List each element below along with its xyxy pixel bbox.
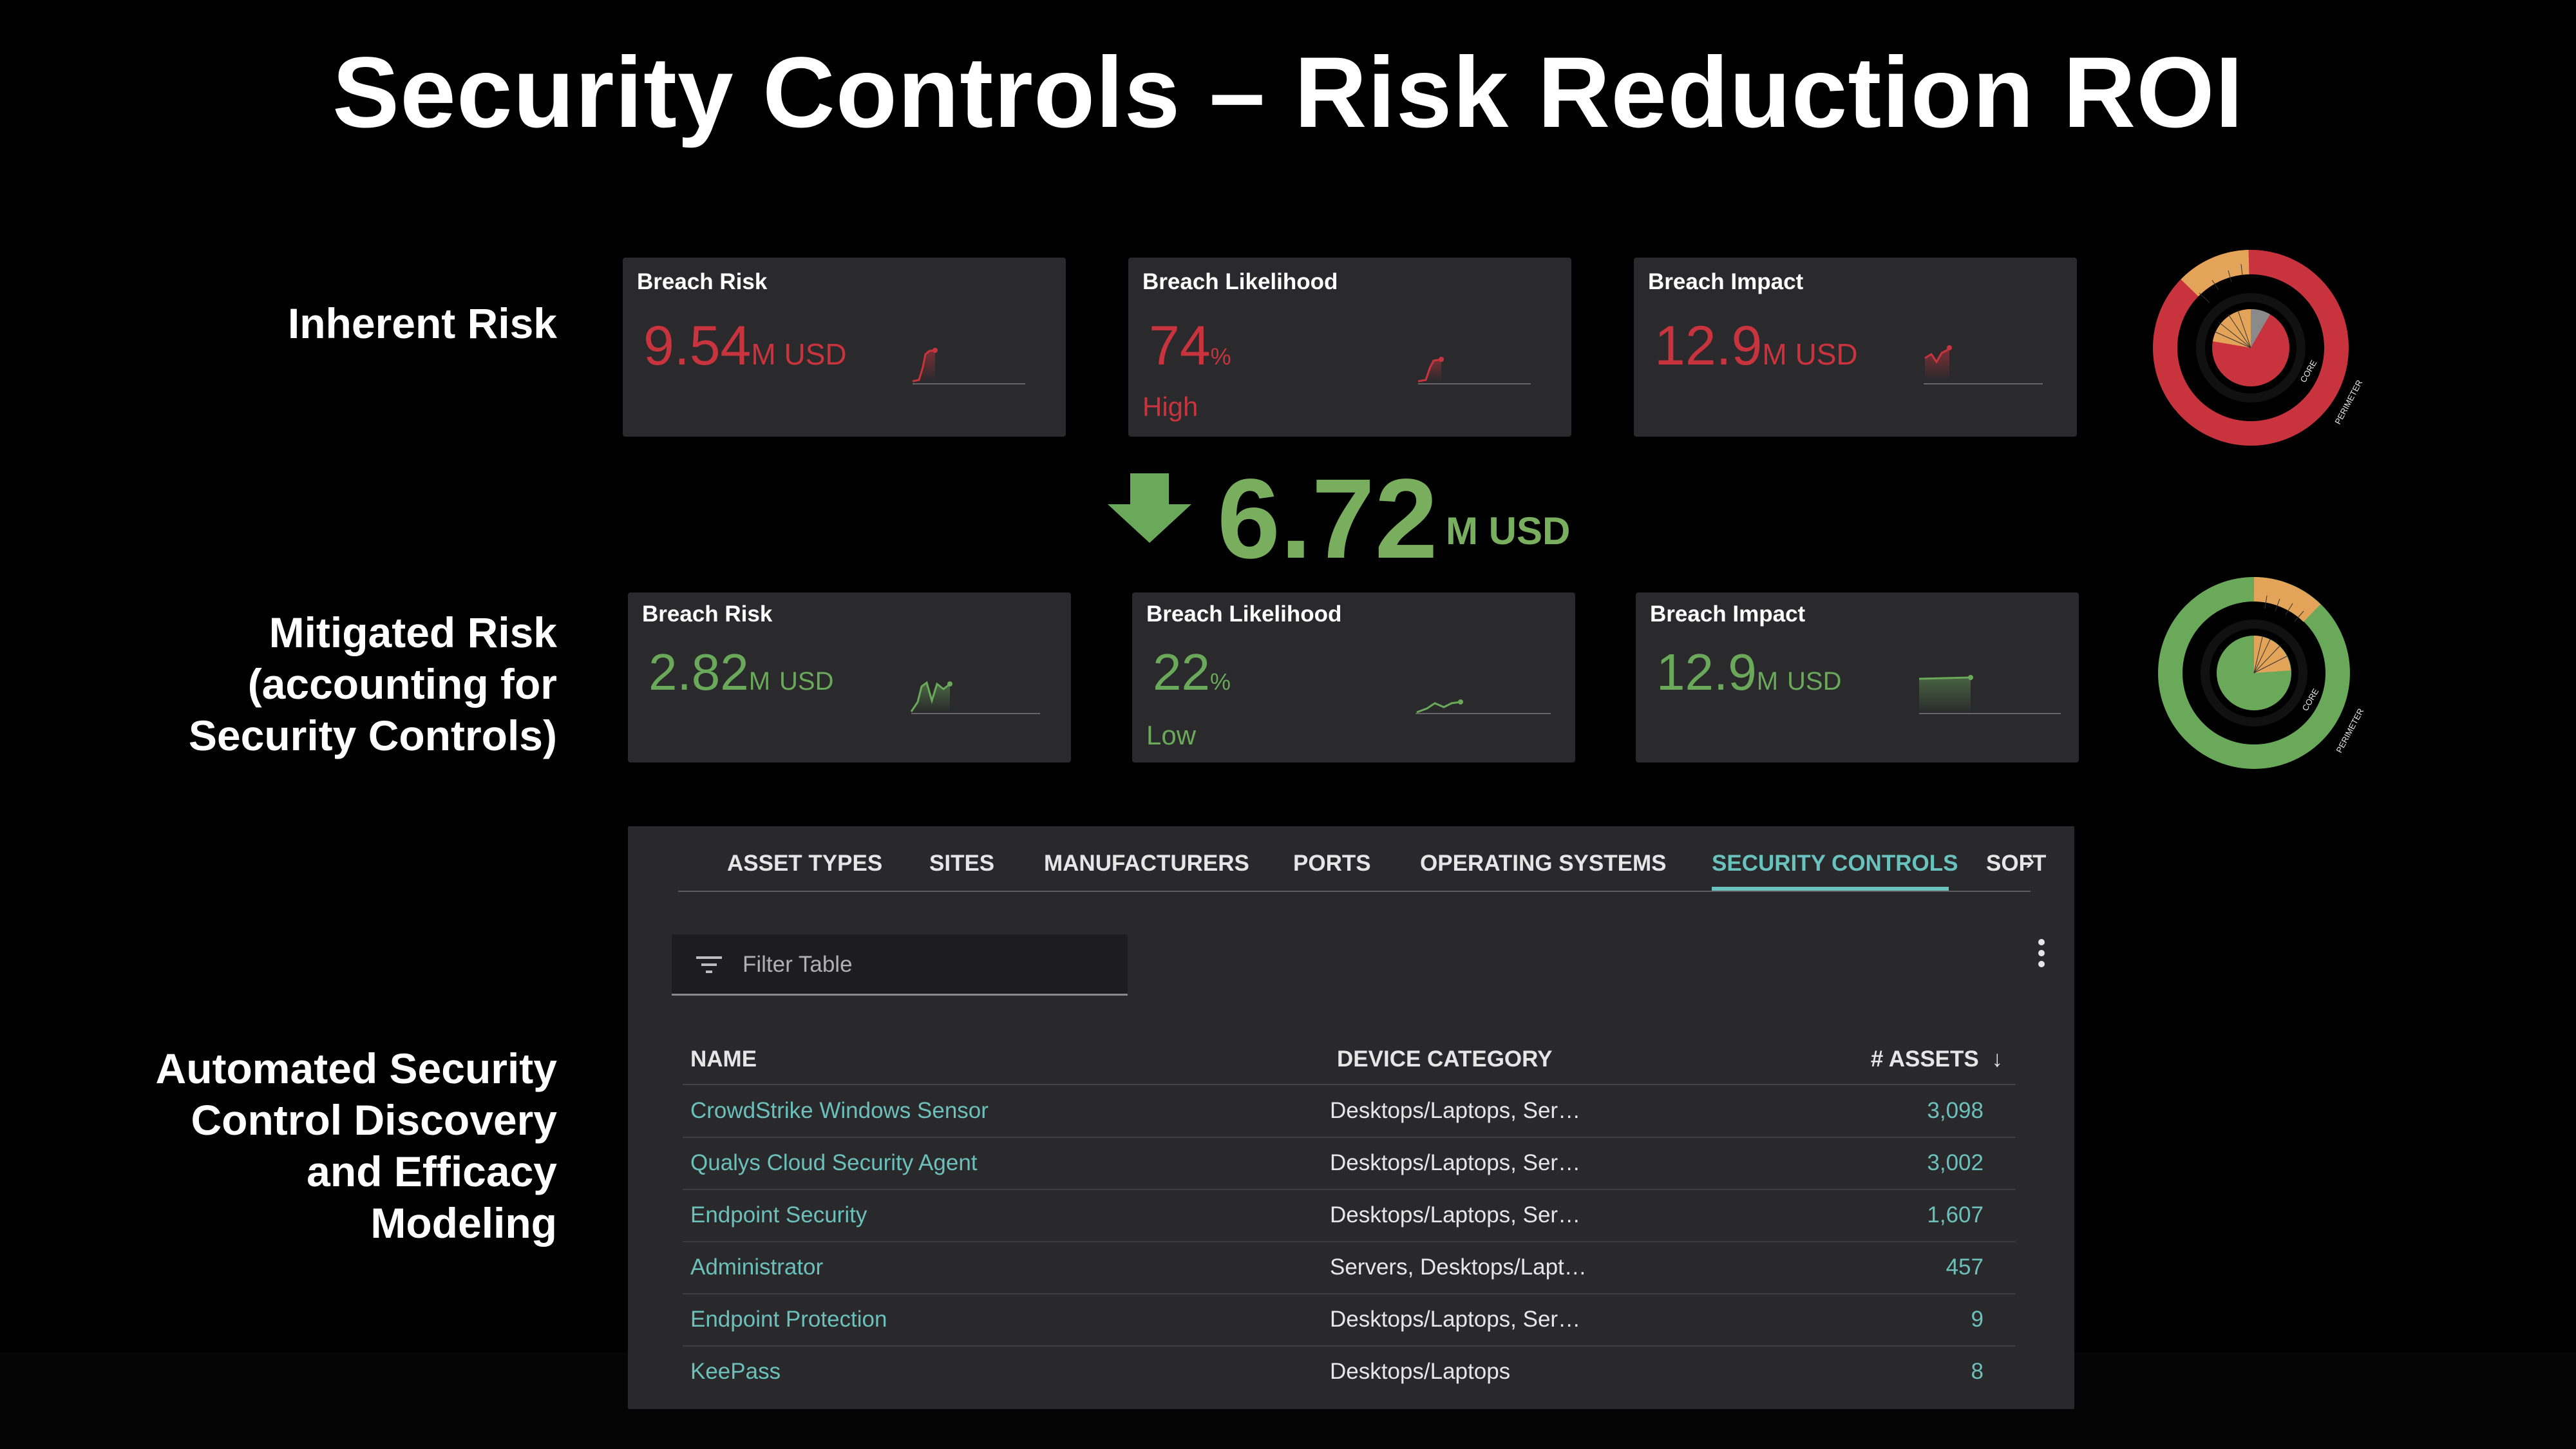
asset-count[interactable]: 457 xyxy=(1946,1255,1984,1280)
security-control-name[interactable]: CrowdStrike Windows Sensor xyxy=(690,1098,989,1123)
tab-security-controls[interactable]: SECURITY CONTROLS xyxy=(1712,851,1958,876)
card-value: 74% xyxy=(1149,315,1231,377)
sort-descending-icon: ↓ xyxy=(1991,1046,2003,1072)
security-control-name[interactable]: Endpoint Security xyxy=(690,1202,867,1227)
device-category: Desktops/Laptops, Ser… xyxy=(1330,1307,1581,1332)
card-title: Breach Risk xyxy=(637,269,768,294)
card-value: 9.54M USD xyxy=(643,315,847,377)
asset-count[interactable]: 9 xyxy=(1971,1307,1984,1332)
mitigated-line-3: Security Controls) xyxy=(188,712,557,759)
slide-title: Security Controls – Risk Reduction ROI xyxy=(332,37,2244,149)
tab-asset-types[interactable]: ASSET TYPES xyxy=(727,851,883,876)
tab-bar: ASSET TYPES SITES MANUFACTURERS PORTS OP… xyxy=(678,826,2046,892)
card-title: Breach Likelihood xyxy=(1142,269,1338,294)
active-tab-indicator xyxy=(1712,887,1949,891)
section-label-inherent: Inherent Risk xyxy=(287,299,557,347)
asset-count[interactable]: 8 xyxy=(1971,1359,1984,1384)
inherent-breach-risk-card[interactable]: Breach Risk 9.54M USD xyxy=(623,258,1066,437)
reduction-unit: M USD xyxy=(1446,509,1571,553)
automated-line-3: and Efficacy xyxy=(307,1148,557,1195)
security-control-name[interactable]: KeePass xyxy=(690,1359,781,1384)
mitigated-risk-donut-chart[interactable]: CORE PERIMETER xyxy=(2148,576,2367,782)
tab-operating-systems[interactable]: OPERATING SYSTEMS xyxy=(1420,851,1667,876)
mitigated-line-1: Mitigated Risk xyxy=(269,609,557,656)
card-value: 2.82M USD xyxy=(649,643,834,701)
down-arrow-icon xyxy=(1108,473,1191,543)
inherent-breach-likelihood-card[interactable]: Breach Likelihood 74% High xyxy=(1128,258,1571,437)
trend-sparkline xyxy=(1417,357,1531,384)
mitigated-line-2: (accounting for xyxy=(247,660,557,708)
card-title: Breach Impact xyxy=(1648,269,1804,294)
table-header: NAME DEVICE CATEGORY # ASSETS ↓ xyxy=(683,1039,2016,1085)
filter-table-field[interactable] xyxy=(672,934,1128,996)
asset-count[interactable]: 3,098 xyxy=(1927,1098,1984,1123)
asset-count[interactable]: 3,002 xyxy=(1927,1150,1984,1175)
card-value: 12.9M USD xyxy=(1654,315,1858,377)
card-title: Breach Risk xyxy=(642,601,773,627)
tab-manufacturers[interactable]: MANUFACTURERS xyxy=(1044,851,1249,876)
mitigated-breach-likelihood-card[interactable]: Breach Likelihood 22% Low xyxy=(1132,592,1575,762)
filter-icon xyxy=(696,956,722,973)
security-controls-panel: ASSET TYPES SITES MANUFACTURERS PORTS OP… xyxy=(628,826,2074,1409)
section-label-automated: Automated Security Control Discovery and… xyxy=(156,1043,557,1249)
card-value: 22% xyxy=(1153,643,1231,701)
filter-input[interactable] xyxy=(741,947,1104,982)
tab-sites[interactable]: SITES xyxy=(929,851,995,876)
mitigated-breach-risk-card[interactable]: Breach Risk 2.82M USD xyxy=(628,592,1071,762)
tab-soft[interactable]: SOFT xyxy=(1986,851,2047,876)
trend-sparkline xyxy=(1924,345,2043,384)
table-row[interactable]: Administrator Servers, Desktops/Lapt… 45… xyxy=(683,1242,2016,1294)
device-category: Desktops/Laptops, Ser… xyxy=(1330,1202,1581,1227)
automated-line-4: Modeling xyxy=(370,1199,557,1247)
mitigated-breach-impact-card[interactable]: Breach Impact 12.9M USD xyxy=(1636,592,2079,762)
reduction-value: 6.72 xyxy=(1217,456,1438,582)
asset-count[interactable]: 1,607 xyxy=(1927,1202,1984,1227)
trend-sparkline xyxy=(1416,699,1551,714)
card-title: Breach Likelihood xyxy=(1146,601,1342,627)
column-header-assets[interactable]: # ASSETS ↓ xyxy=(1870,1046,2003,1072)
trend-sparkline xyxy=(912,348,1025,384)
table-row[interactable]: CrowdStrike Windows Sensor Desktops/Lapt… xyxy=(683,1085,2016,1138)
automated-line-1: Automated Security xyxy=(155,1045,557,1092)
card-value: 12.9M USD xyxy=(1656,643,1842,701)
device-category: Desktops/Laptops, Ser… xyxy=(1330,1150,1581,1175)
trend-sparkline xyxy=(910,681,1040,714)
inherent-risk-donut-chart[interactable]: CORE PERIMETER xyxy=(2148,245,2367,451)
card-title: Breach Impact xyxy=(1650,601,1806,627)
automated-line-2: Control Discovery xyxy=(191,1096,557,1144)
security-control-name[interactable]: Qualys Cloud Security Agent xyxy=(690,1150,978,1175)
trend-sparkline xyxy=(1918,675,2061,714)
inherent-breach-impact-card[interactable]: Breach Impact 12.9M USD xyxy=(1634,258,2077,437)
security-control-name[interactable]: Administrator xyxy=(690,1255,824,1280)
table-row[interactable]: KeePass Desktops/Laptops 8 xyxy=(683,1346,2016,1397)
table-row[interactable]: Endpoint Protection Desktops/Laptops, Se… xyxy=(683,1294,2016,1347)
likelihood-level: Low xyxy=(1146,720,1197,750)
chevron-right-icon[interactable]: › xyxy=(2025,844,2035,876)
table-row[interactable]: Qualys Cloud Security Agent Desktops/Lap… xyxy=(683,1137,2016,1190)
column-header-name[interactable]: NAME xyxy=(690,1046,757,1072)
table-row[interactable]: Endpoint Security Desktops/Laptops, Ser…… xyxy=(683,1189,2016,1242)
more-options-icon[interactable] xyxy=(2032,939,2051,978)
tab-ports[interactable]: PORTS xyxy=(1293,851,1371,876)
risk-reduction-callout: 6.72 M USD xyxy=(1108,456,1945,582)
device-category: Servers, Desktops/Lapt… xyxy=(1330,1255,1587,1280)
likelihood-level: High xyxy=(1142,392,1198,422)
column-header-device-category[interactable]: DEVICE CATEGORY xyxy=(1337,1046,1553,1072)
device-category: Desktops/Laptops xyxy=(1330,1359,1511,1384)
security-control-name[interactable]: Endpoint Protection xyxy=(690,1307,887,1332)
section-label-mitigated: Mitigated Risk (accounting for Security … xyxy=(189,607,557,761)
device-category: Desktops/Laptops, Ser… xyxy=(1330,1098,1581,1123)
